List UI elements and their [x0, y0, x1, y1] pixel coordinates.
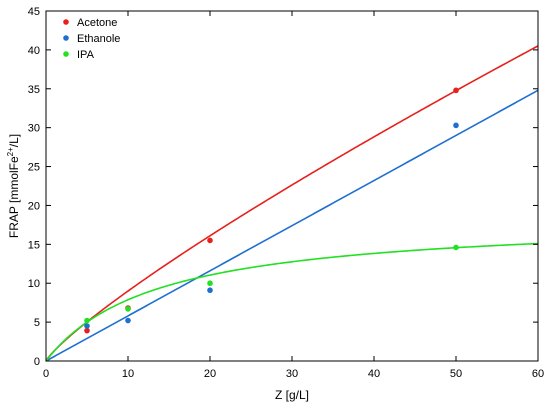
ethanole-legend-marker	[63, 35, 69, 41]
x-tick-label: 50	[450, 368, 462, 380]
y-tick-label: 5	[34, 317, 40, 329]
ipa-legend-label: IPA	[77, 49, 95, 61]
ethanole-fit-line	[45, 89, 539, 362]
y-axis-label-unit: /L]	[7, 134, 21, 147]
ethanole-data-point	[125, 317, 131, 324]
y-axis-label-main: FRAP [mmolFe	[7, 156, 21, 238]
x-tick-label: 0	[43, 368, 49, 380]
x-tick-label: 20	[204, 368, 216, 380]
y-tick-label: 15	[28, 239, 40, 251]
y-tick-label: 40	[28, 45, 40, 57]
acetone-legend-marker	[63, 19, 69, 25]
ipa-legend-marker	[63, 51, 69, 57]
ethanole-data-point	[453, 122, 459, 129]
y-tick-label: 35	[28, 84, 40, 96]
ipa-data-point	[207, 280, 213, 287]
x-tick-label: 60	[532, 368, 544, 380]
ipa-data-point	[84, 317, 90, 324]
legend: Acetone Ethanole IPA	[63, 17, 120, 61]
y-tick-label: 0	[34, 356, 40, 368]
x-tick-label: 40	[368, 368, 380, 380]
y-tick-label: 10	[28, 278, 40, 290]
ipa-data-point	[453, 244, 459, 251]
y-tick-label: 20	[28, 200, 40, 212]
y-tick-label: 30	[28, 123, 40, 135]
ipa-data-point	[125, 306, 131, 312]
y-axis-label: FRAP [mmolFe2+/L]	[6, 134, 21, 238]
x-tick-label: 30	[286, 368, 298, 380]
ethanole-data-point	[84, 323, 90, 329]
y-tick-label: 25	[28, 162, 40, 174]
y-axis-label-superscript: 2+	[6, 147, 15, 156]
ethanole-data-point	[207, 287, 213, 294]
x-axis-label: Z [g/L]	[275, 388, 309, 402]
acetone-data-point	[453, 87, 459, 94]
y-tick-label: 45	[28, 6, 40, 18]
x-axis-ticks: 0 10 20 30 40 50 60	[43, 11, 544, 380]
acetone-data-point	[207, 237, 213, 244]
acetone-legend-label: Acetone	[77, 17, 117, 29]
ethanole-legend-label: Ethanole	[77, 33, 120, 45]
acetone-data-point	[84, 327, 90, 334]
x-tick-label: 10	[122, 368, 134, 380]
y-axis-ticks: 0 5 10 15 20 25 30 35 40 45	[28, 6, 538, 368]
data-points	[84, 87, 459, 334]
